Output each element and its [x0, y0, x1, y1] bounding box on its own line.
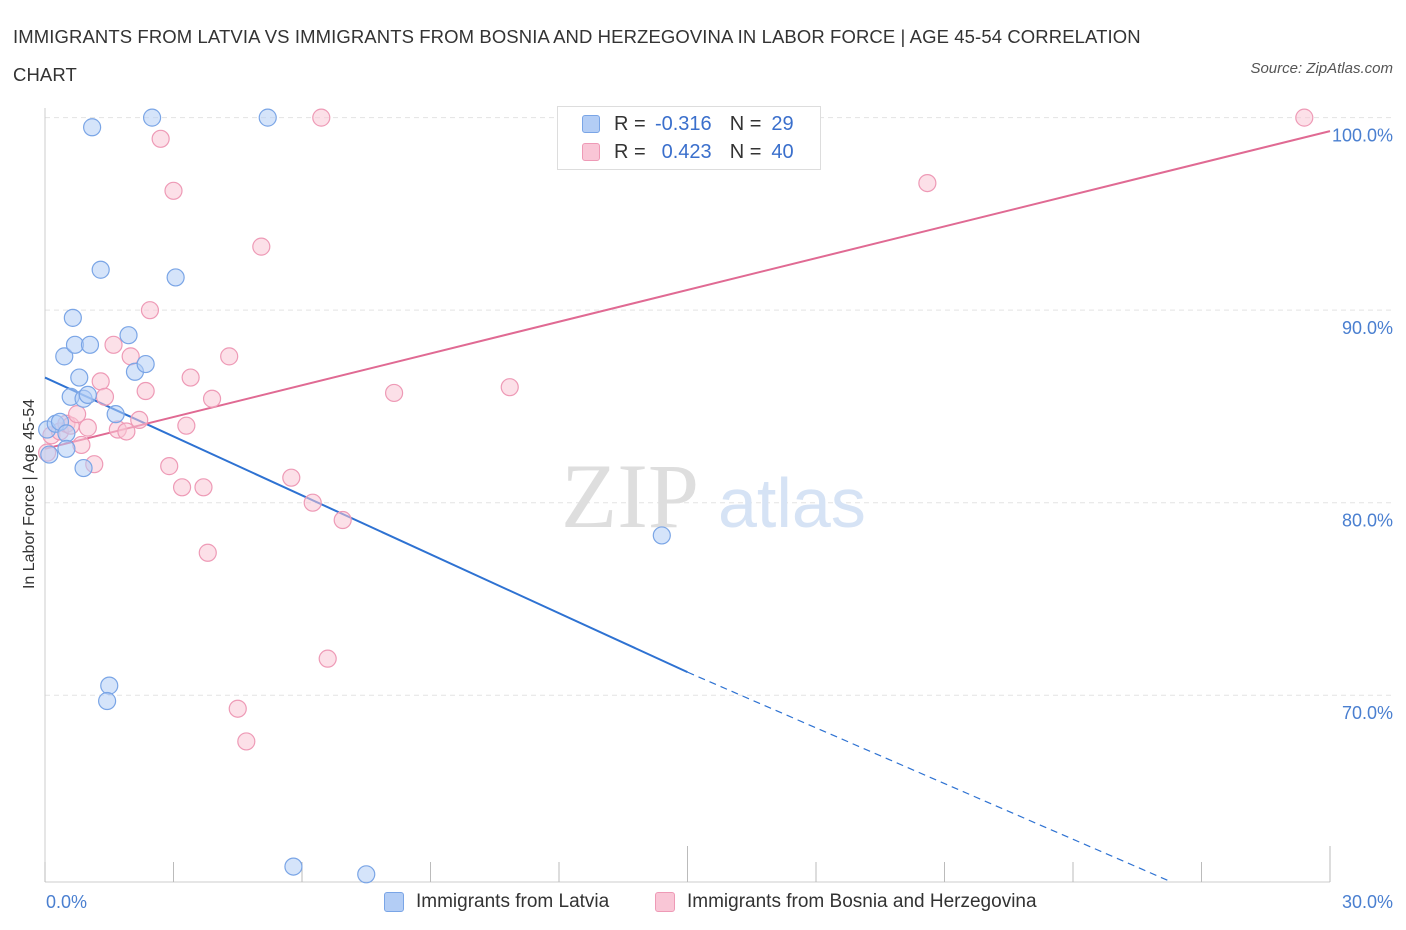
bosnia-point	[117, 422, 136, 441]
latvia-r-label: R =	[614, 112, 646, 135]
series-legend: Immigrants from Latvia Immigrants from B…	[0, 888, 1406, 916]
latvia-point	[40, 445, 59, 464]
x-tick-label-max: 30.0%	[1342, 892, 1393, 912]
bosnia-point	[198, 543, 217, 562]
latvia-r-value: -0.316	[654, 112, 712, 135]
bosnia-point	[104, 335, 123, 354]
bosnia-point	[140, 301, 160, 320]
bosnia-point	[252, 237, 271, 256]
bosnia-point	[177, 416, 196, 435]
latvia-n-value: 29	[771, 112, 794, 135]
bosnia-point	[172, 478, 192, 497]
latvia-point	[258, 108, 277, 127]
bosnia-point	[95, 387, 115, 406]
latvia-point	[91, 260, 110, 279]
bosnia-point	[136, 381, 155, 401]
bosnia-point	[121, 347, 140, 366]
correlation-legend: R = -0.316 N = 29 R = 0.423 N = 40	[557, 106, 821, 170]
bosnia-point	[312, 108, 331, 127]
latvia-point	[166, 268, 185, 287]
legend-bosnia-label: Immigrants from Bosnia and Herzegovina	[687, 891, 1037, 912]
latvia-point	[357, 865, 376, 884]
bosnia-point	[68, 405, 87, 424]
bosnia-n-label: N =	[729, 140, 762, 163]
latvia-point	[100, 676, 119, 695]
bosnia-point	[164, 181, 183, 200]
y-tick-label: 70.0%	[1342, 703, 1393, 723]
source-label: Source: ZipAtlas.com	[1250, 60, 1393, 77]
legend-latvia-swatch	[384, 892, 404, 912]
latvia-point	[70, 368, 89, 387]
bosnia-point	[181, 368, 200, 387]
latvia-point	[284, 857, 303, 876]
watermark: ZIP atlas	[561, 445, 866, 547]
watermark-atlas: atlas	[718, 464, 866, 542]
bosnia-point	[130, 410, 149, 430]
x-tick-label-min: 0.0%	[46, 892, 87, 912]
bosnia-point	[237, 732, 256, 751]
latvia-point	[106, 405, 125, 424]
latvia-trend-extension	[687, 671, 1172, 883]
bosnia-point	[220, 347, 239, 366]
bosnia-point	[194, 478, 213, 497]
bosnia-point	[333, 510, 352, 530]
data-points	[38, 108, 1314, 884]
legend-item-bosnia: Immigrants from Bosnia and Herzegovina	[655, 888, 1037, 916]
bosnia-point	[91, 372, 110, 391]
grid-lines	[45, 117, 1393, 696]
latvia-point	[57, 439, 76, 458]
bosnia-point	[918, 173, 937, 193]
y-tick-label: 100.0%	[1332, 126, 1393, 146]
bosnia-point	[384, 383, 404, 403]
latvia-point	[57, 424, 76, 443]
bosnia-point	[78, 418, 97, 437]
latvia-point	[63, 308, 82, 327]
bosnia-point	[72, 435, 91, 455]
bosnia-point	[500, 378, 519, 397]
legend-row-latvia: R = -0.316 N = 29	[582, 111, 794, 137]
latvia-point	[142, 108, 162, 127]
latvia-point	[80, 335, 100, 354]
legend-row-bosnia: R = 0.423 N = 40	[582, 139, 794, 165]
bosnia-point	[1295, 108, 1314, 127]
watermark-zip: ZIP	[561, 445, 699, 547]
bosnia-point	[318, 649, 337, 668]
y-tick-labels: 70.0% 80.0% 90.0% 100.0%	[1332, 126, 1393, 724]
latvia-point	[74, 458, 93, 478]
bosnia-point	[282, 468, 301, 487]
y-tick-label: 80.0%	[1342, 511, 1393, 531]
latvia-point	[119, 326, 138, 345]
bosnia-r-label: R =	[614, 140, 646, 163]
chart-title: IMMIGRANTS FROM LATVIA VS IMMIGRANTS FRO…	[13, 26, 1141, 85]
legend-bosnia-swatch	[655, 892, 675, 912]
bosnia-point	[151, 129, 170, 148]
trend-lines	[44, 130, 1331, 883]
latvia-point	[136, 354, 155, 374]
legend-latvia-label: Immigrants from Latvia	[416, 891, 610, 912]
latvia-point	[78, 385, 97, 404]
latvia-trend-line	[44, 376, 688, 674]
bosnia-point	[160, 457, 179, 476]
bosnia-point	[202, 389, 222, 408]
bosnia-trend-line	[44, 130, 1331, 450]
latvia-swatch	[582, 115, 600, 133]
bosnia-n-value: 40	[771, 140, 794, 163]
bosnia-point	[228, 699, 247, 718]
bosnia-swatch	[582, 143, 600, 161]
latvia-point	[652, 526, 671, 545]
legend-item-latvia: Immigrants from Latvia	[384, 888, 609, 916]
bosnia-point	[303, 493, 322, 512]
bosnia-r-value: 0.423	[661, 140, 712, 163]
axes	[44, 108, 1331, 883]
latvia-point	[83, 118, 102, 137]
latvia-point	[55, 347, 74, 366]
y-tick-label: 90.0%	[1342, 318, 1393, 338]
latvia-point	[98, 691, 117, 711]
latvia-n-label: N =	[729, 112, 762, 135]
y-axis-label: In Labor Force | Age 45-54	[21, 399, 38, 589]
